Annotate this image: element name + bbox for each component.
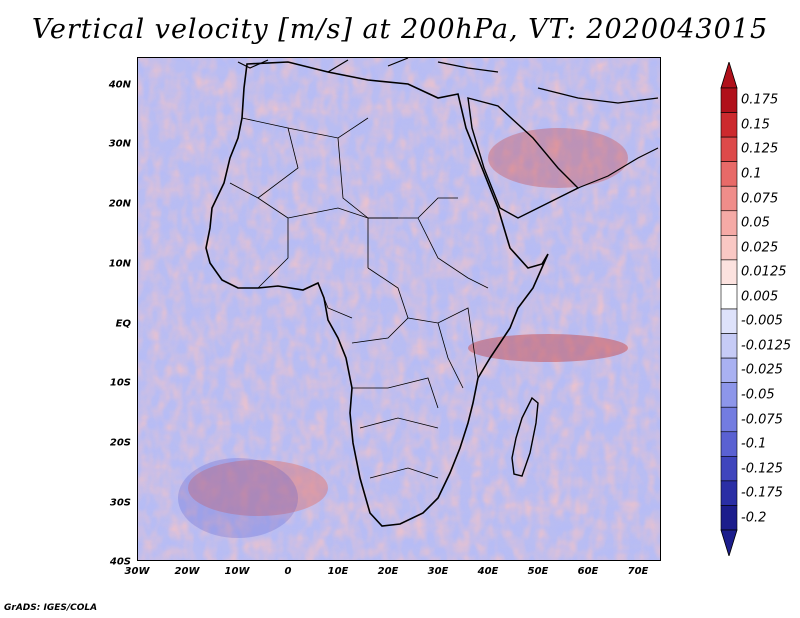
lon-label-40e: 40E: [477, 566, 499, 577]
lat-label-10n: 10N: [108, 258, 131, 270]
colorbar-swatch: [720, 333, 738, 359]
field-downward-motion: [138, 58, 660, 560]
asia-coastline: [537, 87, 659, 189]
lon-label-0: 0: [284, 566, 292, 577]
colorbar-tick-label: 0.075: [741, 191, 779, 206]
lon-label-20w: 20W: [174, 566, 200, 577]
colorbar-swatch: [720, 136, 738, 162]
colorbar-swatch: [720, 235, 738, 261]
madagascar-coastline: [511, 396, 539, 477]
grads-credit: GrADS: IGES/COLA: [4, 603, 98, 613]
colorbar-tick-label: 0.1: [741, 166, 762, 182]
colorbar-tick-label: -0.025: [741, 362, 783, 378]
ascent-patch: [468, 334, 628, 362]
lat-label-40s: 40S: [109, 556, 131, 568]
colorbar-tick-label: 0.15: [741, 117, 770, 133]
colorbar-swatch: [720, 480, 738, 506]
colorbar-swatch: [720, 456, 738, 482]
descent-patch: [178, 458, 298, 538]
lon-label-10w: 10W: [224, 566, 250, 577]
lon-label-70e: 70E: [627, 566, 649, 577]
colorbar-tick-label: -0.2: [741, 510, 767, 526]
africa-coastline: [205, 61, 549, 527]
colorbar-tick-label: -0.1: [741, 436, 767, 452]
colorbar-swatch: [720, 431, 738, 457]
colorbar-tick-label: 0.05: [741, 215, 770, 231]
lat-label-30n: 30N: [108, 138, 131, 150]
colorbar-swatch: [720, 259, 738, 285]
lat-label-10s: 10S: [109, 377, 131, 389]
colorbar-swatch: [720, 406, 738, 433]
vertical-velocity-map: [138, 58, 660, 560]
colorbar-tick-label: -0.005: [741, 313, 783, 329]
colorbar-tick-label: 0.005: [741, 289, 779, 305]
lat-label-20s: 20S: [109, 437, 131, 449]
colorbar-swatch: [720, 284, 738, 310]
colorbar-tick-label: 0.025: [741, 240, 779, 256]
colorbar-min-arrow: [720, 529, 738, 556]
ascent-patch: [488, 128, 628, 188]
lat-label-20n: 20N: [108, 198, 131, 210]
lon-label-10e: 10E: [327, 566, 349, 577]
colorbar-tick-label: -0.0125: [741, 338, 792, 354]
lat-label-40n: 40N: [108, 79, 131, 91]
lon-label-30w: 30W: [124, 566, 150, 577]
lon-label-20e: 20E: [377, 566, 399, 577]
colorbar-tick-label: -0.125: [741, 461, 783, 477]
colorbar-tick-label: 0.175: [741, 92, 779, 108]
ascent-patch: [188, 460, 328, 516]
colorbar-tick-label: -0.075: [741, 412, 783, 427]
colorbar-swatch: [720, 161, 738, 187]
lon-label-50e: 50E: [527, 566, 549, 577]
arabia-coastline: [467, 97, 580, 219]
lon-label-30e: 30E: [427, 566, 449, 577]
colorbar-swatch: [720, 185, 738, 212]
colorbar-tick-label: -0.175: [741, 485, 783, 501]
map-title: Vertical velocity [m/s] at 200hPa, VT: 2…: [31, 14, 769, 45]
colorbar-swatch: [720, 87, 738, 113]
europe-coastline: [237, 58, 499, 73]
colorbar: [720, 62, 738, 556]
map-plot-area: [137, 57, 661, 561]
lat-label-30s: 30S: [109, 497, 131, 509]
colorbar-swatch: [720, 112, 738, 138]
colorbar-swatch: [720, 210, 738, 236]
lon-label-60e: 60E: [577, 566, 599, 577]
country-borders: [229, 117, 489, 479]
colorbar-swatch: [720, 505, 738, 531]
colorbar-swatch: [720, 382, 738, 408]
colorbar-tick-label: -0.05: [741, 387, 775, 403]
lat-label-eq: EQ: [115, 318, 131, 330]
colorbar-tick-label: 0.0125: [741, 264, 787, 280]
colorbar-swatch: [720, 357, 738, 383]
colorbar-tick-label: 0.125: [741, 141, 779, 157]
colorbar-swatch: [720, 308, 738, 334]
colorbar-max-arrow: [720, 62, 738, 89]
